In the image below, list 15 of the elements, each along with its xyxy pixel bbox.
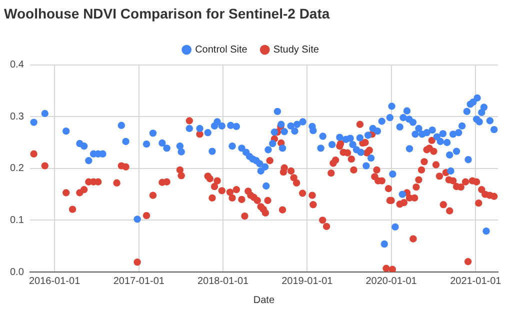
x-tick-label: 2021-01-01 bbox=[450, 276, 502, 287]
x-tick-label: 2019-01-01 bbox=[282, 276, 334, 287]
y-tick-label: 0.0 bbox=[10, 266, 24, 278]
y-tick-label: 0.2 bbox=[10, 163, 24, 174]
y-tick-label: 0.4 bbox=[10, 60, 24, 71]
x-tick-label: 2017-01-01 bbox=[113, 276, 165, 287]
x-tick-label: 2016-01-01 bbox=[28, 276, 81, 287]
x-tick-label: 2020-01-01 bbox=[366, 276, 418, 287]
legend-label: Study Site bbox=[273, 44, 320, 56]
legend-label: Control Site bbox=[195, 44, 248, 56]
x-axis-title: Date bbox=[253, 294, 275, 306]
y-tick-label: 0.3 bbox=[10, 111, 24, 122]
chart-title: Woolhouse NDVI Comparison for Sentinel-2 Data bbox=[4, 5, 330, 22]
y-tick-label: 0.1 bbox=[10, 214, 24, 226]
x-tick-label: 2018-01-01 bbox=[197, 276, 250, 287]
